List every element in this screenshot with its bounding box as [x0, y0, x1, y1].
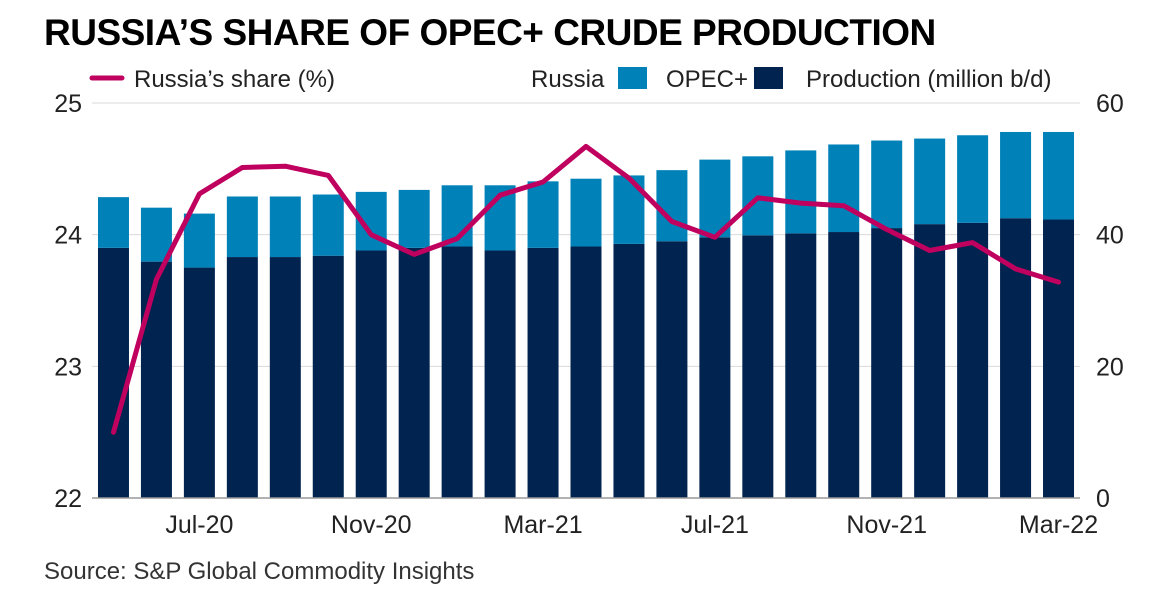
bar-russia	[441, 246, 473, 498]
bar-russia	[312, 255, 344, 498]
bar-opec	[914, 138, 946, 225]
bar-russia	[140, 261, 172, 498]
bar-russia	[97, 247, 129, 498]
point-russia-share	[928, 248, 932, 252]
bar-opec	[828, 144, 860, 233]
point-russia-share	[584, 144, 588, 148]
legend-label-opec: OPEC+	[666, 66, 748, 93]
y-left-tick-label: 24	[54, 222, 82, 250]
bar-opec	[269, 196, 301, 258]
bar-russia	[398, 247, 430, 498]
point-russia-share	[541, 180, 545, 184]
bar-opec	[1000, 131, 1032, 219]
bar-russia	[871, 228, 903, 499]
bar-russia	[355, 250, 387, 498]
y-right-tick-label: 0	[1096, 485, 1110, 513]
point-russia-share	[670, 220, 674, 223]
bar-opec	[656, 170, 688, 242]
legend-swatch-opec	[618, 67, 647, 89]
point-russia-share	[111, 430, 115, 434]
bar-opec	[570, 178, 602, 247]
point-russia-share	[455, 237, 459, 241]
x-tick-label: Jul-20	[165, 511, 233, 539]
point-russia-share	[369, 233, 373, 237]
bar-russia	[527, 247, 559, 498]
point-russia-share	[756, 196, 760, 200]
x-tick-label: Nov-21	[846, 511, 927, 539]
bar-opec	[785, 150, 817, 234]
bar-opec	[398, 189, 430, 248]
point-russia-share	[240, 166, 244, 170]
point-russia-share	[154, 277, 158, 281]
bar-opec	[871, 140, 903, 229]
x-tick-label: Jul-21	[681, 511, 749, 539]
bar-opec	[183, 213, 215, 268]
bar-opec	[527, 181, 559, 248]
bar-russia	[1043, 219, 1075, 498]
point-russia-share	[197, 192, 201, 196]
y-right-tick-label: 20	[1096, 353, 1124, 381]
point-russia-share	[412, 252, 416, 256]
y-left-tick-label: 22	[54, 485, 82, 513]
point-russia-share	[283, 164, 287, 168]
bar-opec	[1043, 131, 1075, 220]
bar-russia	[742, 235, 774, 498]
point-russia-share	[713, 235, 717, 239]
x-tick-label: Mar-22	[1019, 511, 1098, 539]
y-right-tick-label: 40	[1096, 222, 1124, 250]
point-russia-share	[1057, 280, 1061, 284]
bar-russia	[226, 257, 258, 498]
bar-russia	[269, 257, 301, 498]
source-note: Source: S&P Global Commodity Insights	[44, 558, 475, 585]
bar-opec	[312, 194, 344, 256]
point-russia-share	[799, 201, 803, 205]
point-russia-share	[1014, 267, 1018, 271]
bar-russia	[183, 267, 215, 498]
bar-opec	[957, 135, 989, 223]
bar-russia	[613, 243, 645, 498]
bar-russia	[914, 224, 946, 498]
y-right-tick-label: 60	[1096, 90, 1124, 118]
point-russia-share	[842, 204, 846, 208]
point-russia-share	[326, 173, 330, 177]
bar-russia	[957, 222, 989, 499]
legend-swatch-russia	[754, 67, 783, 89]
bar-opec	[140, 207, 172, 262]
bar-russia	[656, 241, 688, 498]
bar-russia	[484, 250, 516, 498]
y-left-tick-label: 25	[54, 90, 82, 118]
bar-russia	[828, 232, 860, 499]
bar-russia	[570, 246, 602, 498]
bar-russia	[699, 237, 731, 499]
legend-label-production: Production (million b/d)	[806, 66, 1051, 93]
point-russia-share	[498, 193, 502, 197]
point-russia-share	[971, 241, 975, 245]
point-russia-share	[885, 227, 889, 231]
bar-opec	[97, 197, 129, 248]
bar-russia	[785, 233, 817, 498]
legend-label-share: Russia’s share (%)	[134, 66, 335, 93]
point-russia-share	[627, 176, 631, 180]
y-left-tick-label: 23	[54, 353, 82, 381]
legend-label-russia: Russia	[531, 66, 605, 93]
x-tick-label: Nov-20	[331, 511, 412, 539]
bar-opec	[226, 196, 258, 258]
chart-title: RUSSIA’S SHARE OF OPEC+ CRUDE PRODUCTION	[44, 12, 936, 53]
bar-opec	[699, 159, 731, 238]
x-tick-label: Mar-21	[503, 511, 582, 539]
